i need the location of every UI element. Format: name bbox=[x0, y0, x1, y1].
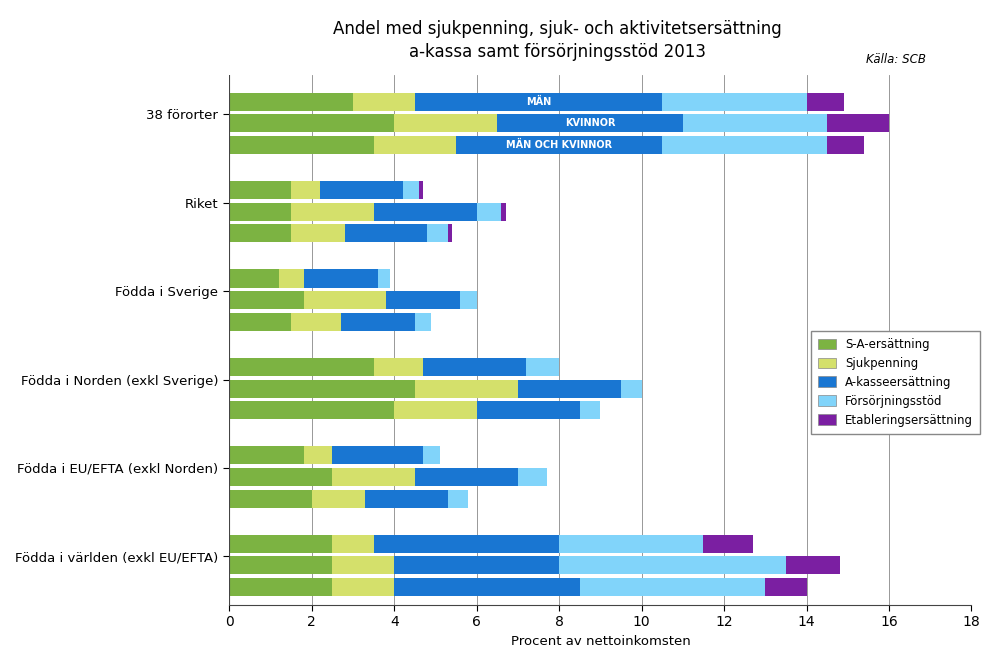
Bar bbox=[526, 358, 559, 376]
Bar bbox=[415, 379, 518, 398]
Bar bbox=[703, 534, 753, 553]
Bar bbox=[827, 114, 889, 133]
Bar bbox=[291, 203, 374, 221]
Bar bbox=[456, 136, 662, 154]
Bar bbox=[786, 556, 840, 574]
Bar bbox=[394, 556, 559, 574]
Bar bbox=[559, 556, 786, 574]
Bar bbox=[333, 468, 415, 486]
Bar bbox=[304, 269, 377, 288]
Bar bbox=[333, 556, 394, 574]
Bar bbox=[423, 446, 439, 464]
Bar bbox=[423, 358, 526, 376]
Bar bbox=[501, 203, 506, 221]
Bar bbox=[662, 136, 827, 154]
Bar bbox=[415, 93, 662, 111]
Bar bbox=[229, 313, 291, 331]
Bar bbox=[304, 446, 333, 464]
Bar bbox=[229, 93, 353, 111]
Bar bbox=[279, 269, 304, 288]
Bar bbox=[497, 114, 683, 133]
Text: Andel med sjukpenning, sjuk- och aktivitetsersättning
a-kassa samt försörjningss: Andel med sjukpenning, sjuk- och aktivit… bbox=[334, 20, 782, 62]
Bar bbox=[333, 446, 423, 464]
Bar bbox=[394, 114, 497, 133]
Bar bbox=[333, 534, 374, 553]
Bar bbox=[229, 136, 374, 154]
Bar bbox=[374, 203, 477, 221]
Bar bbox=[807, 93, 844, 111]
Bar bbox=[448, 224, 452, 243]
Bar bbox=[374, 358, 423, 376]
Bar bbox=[304, 291, 386, 309]
Text: MÄN: MÄN bbox=[526, 97, 551, 107]
Bar bbox=[229, 203, 291, 221]
Text: Källa: SCB: Källa: SCB bbox=[867, 53, 926, 66]
Bar bbox=[229, 114, 394, 133]
Bar bbox=[229, 556, 333, 574]
Bar bbox=[662, 93, 807, 111]
Bar bbox=[402, 181, 419, 199]
Bar bbox=[229, 269, 279, 288]
Bar bbox=[366, 489, 448, 508]
Bar bbox=[622, 379, 641, 398]
Legend: S-A-ersättning, Sjukpenning, A-kasseersättning, Försörjningsstöd, Etableringsers: S-A-ersättning, Sjukpenning, A-kasseersä… bbox=[811, 331, 980, 434]
Text: MÄN OCH KVINNOR: MÄN OCH KVINNOR bbox=[506, 140, 613, 150]
Bar bbox=[386, 291, 460, 309]
Bar bbox=[460, 291, 477, 309]
Bar bbox=[291, 313, 341, 331]
Bar bbox=[683, 114, 827, 133]
Bar bbox=[518, 468, 547, 486]
Bar bbox=[229, 224, 291, 243]
Bar bbox=[827, 136, 865, 154]
Bar bbox=[229, 578, 333, 596]
Bar bbox=[377, 269, 390, 288]
Bar bbox=[229, 358, 374, 376]
Bar bbox=[448, 489, 468, 508]
Bar bbox=[394, 578, 580, 596]
Bar bbox=[353, 93, 415, 111]
Bar bbox=[229, 291, 304, 309]
Bar bbox=[477, 203, 501, 221]
Bar bbox=[345, 224, 427, 243]
Bar bbox=[374, 136, 456, 154]
X-axis label: Procent av nettoinkomsten: Procent av nettoinkomsten bbox=[511, 635, 690, 648]
Bar bbox=[341, 313, 415, 331]
Bar bbox=[229, 446, 304, 464]
Bar bbox=[333, 578, 394, 596]
Bar bbox=[580, 401, 601, 419]
Bar bbox=[291, 181, 320, 199]
Bar bbox=[229, 401, 394, 419]
Bar bbox=[291, 224, 345, 243]
Bar bbox=[229, 181, 291, 199]
Bar bbox=[765, 578, 807, 596]
Bar bbox=[580, 578, 765, 596]
Bar bbox=[427, 224, 448, 243]
Bar bbox=[229, 489, 312, 508]
Bar bbox=[394, 401, 477, 419]
Bar bbox=[312, 489, 366, 508]
Bar bbox=[415, 468, 518, 486]
Bar bbox=[320, 181, 402, 199]
Bar bbox=[374, 534, 559, 553]
Bar bbox=[415, 313, 431, 331]
Bar bbox=[477, 401, 580, 419]
Bar bbox=[419, 181, 423, 199]
Bar bbox=[229, 379, 415, 398]
Bar bbox=[229, 468, 333, 486]
Text: KVINNOR: KVINNOR bbox=[565, 119, 616, 129]
Bar bbox=[559, 534, 703, 553]
Bar bbox=[229, 534, 333, 553]
Bar bbox=[518, 379, 622, 398]
